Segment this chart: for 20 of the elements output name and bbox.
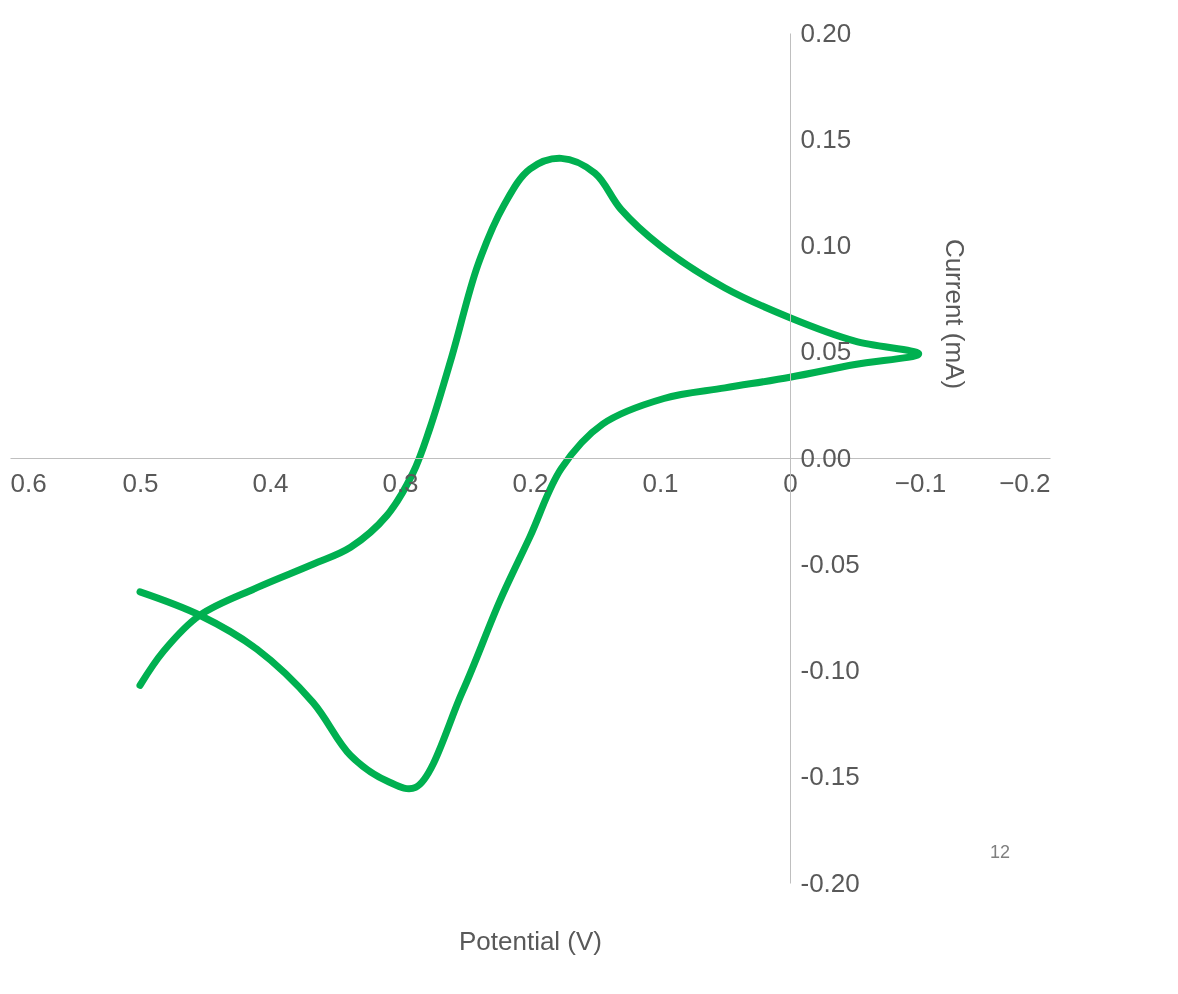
- x-axis-title: Potential (V): [458, 925, 603, 956]
- x-tick-label: 0.2: [512, 467, 549, 498]
- x-tick-label: −0.1: [894, 467, 947, 498]
- y-tick-label: 0.15: [800, 123, 852, 154]
- annotation: 12: [989, 842, 1010, 862]
- y-tick-label: 0.10: [800, 230, 852, 260]
- y-tick-label: 0.20: [800, 17, 852, 48]
- x-tick-label: 0.6: [10, 467, 47, 498]
- y-axis-title: Current (mA): [939, 238, 970, 390]
- y-tick-label: -0.15: [800, 761, 860, 792]
- x-tick-label: 0.1: [642, 467, 679, 498]
- x-tick-label: −0.2: [999, 467, 1051, 498]
- x-tick-label: 0.4: [252, 467, 289, 498]
- y-tick-label: -0.20: [800, 867, 860, 898]
- x-tick-label: 0: [783, 467, 798, 498]
- x-tick-label: 0.5: [122, 467, 159, 498]
- y-tick-label: -0.10: [800, 655, 860, 685]
- y-tick-label: -0.05: [800, 548, 860, 579]
- y-tick-label: 0.00: [800, 442, 852, 473]
- y-tick-label: 0.05: [800, 336, 852, 367]
